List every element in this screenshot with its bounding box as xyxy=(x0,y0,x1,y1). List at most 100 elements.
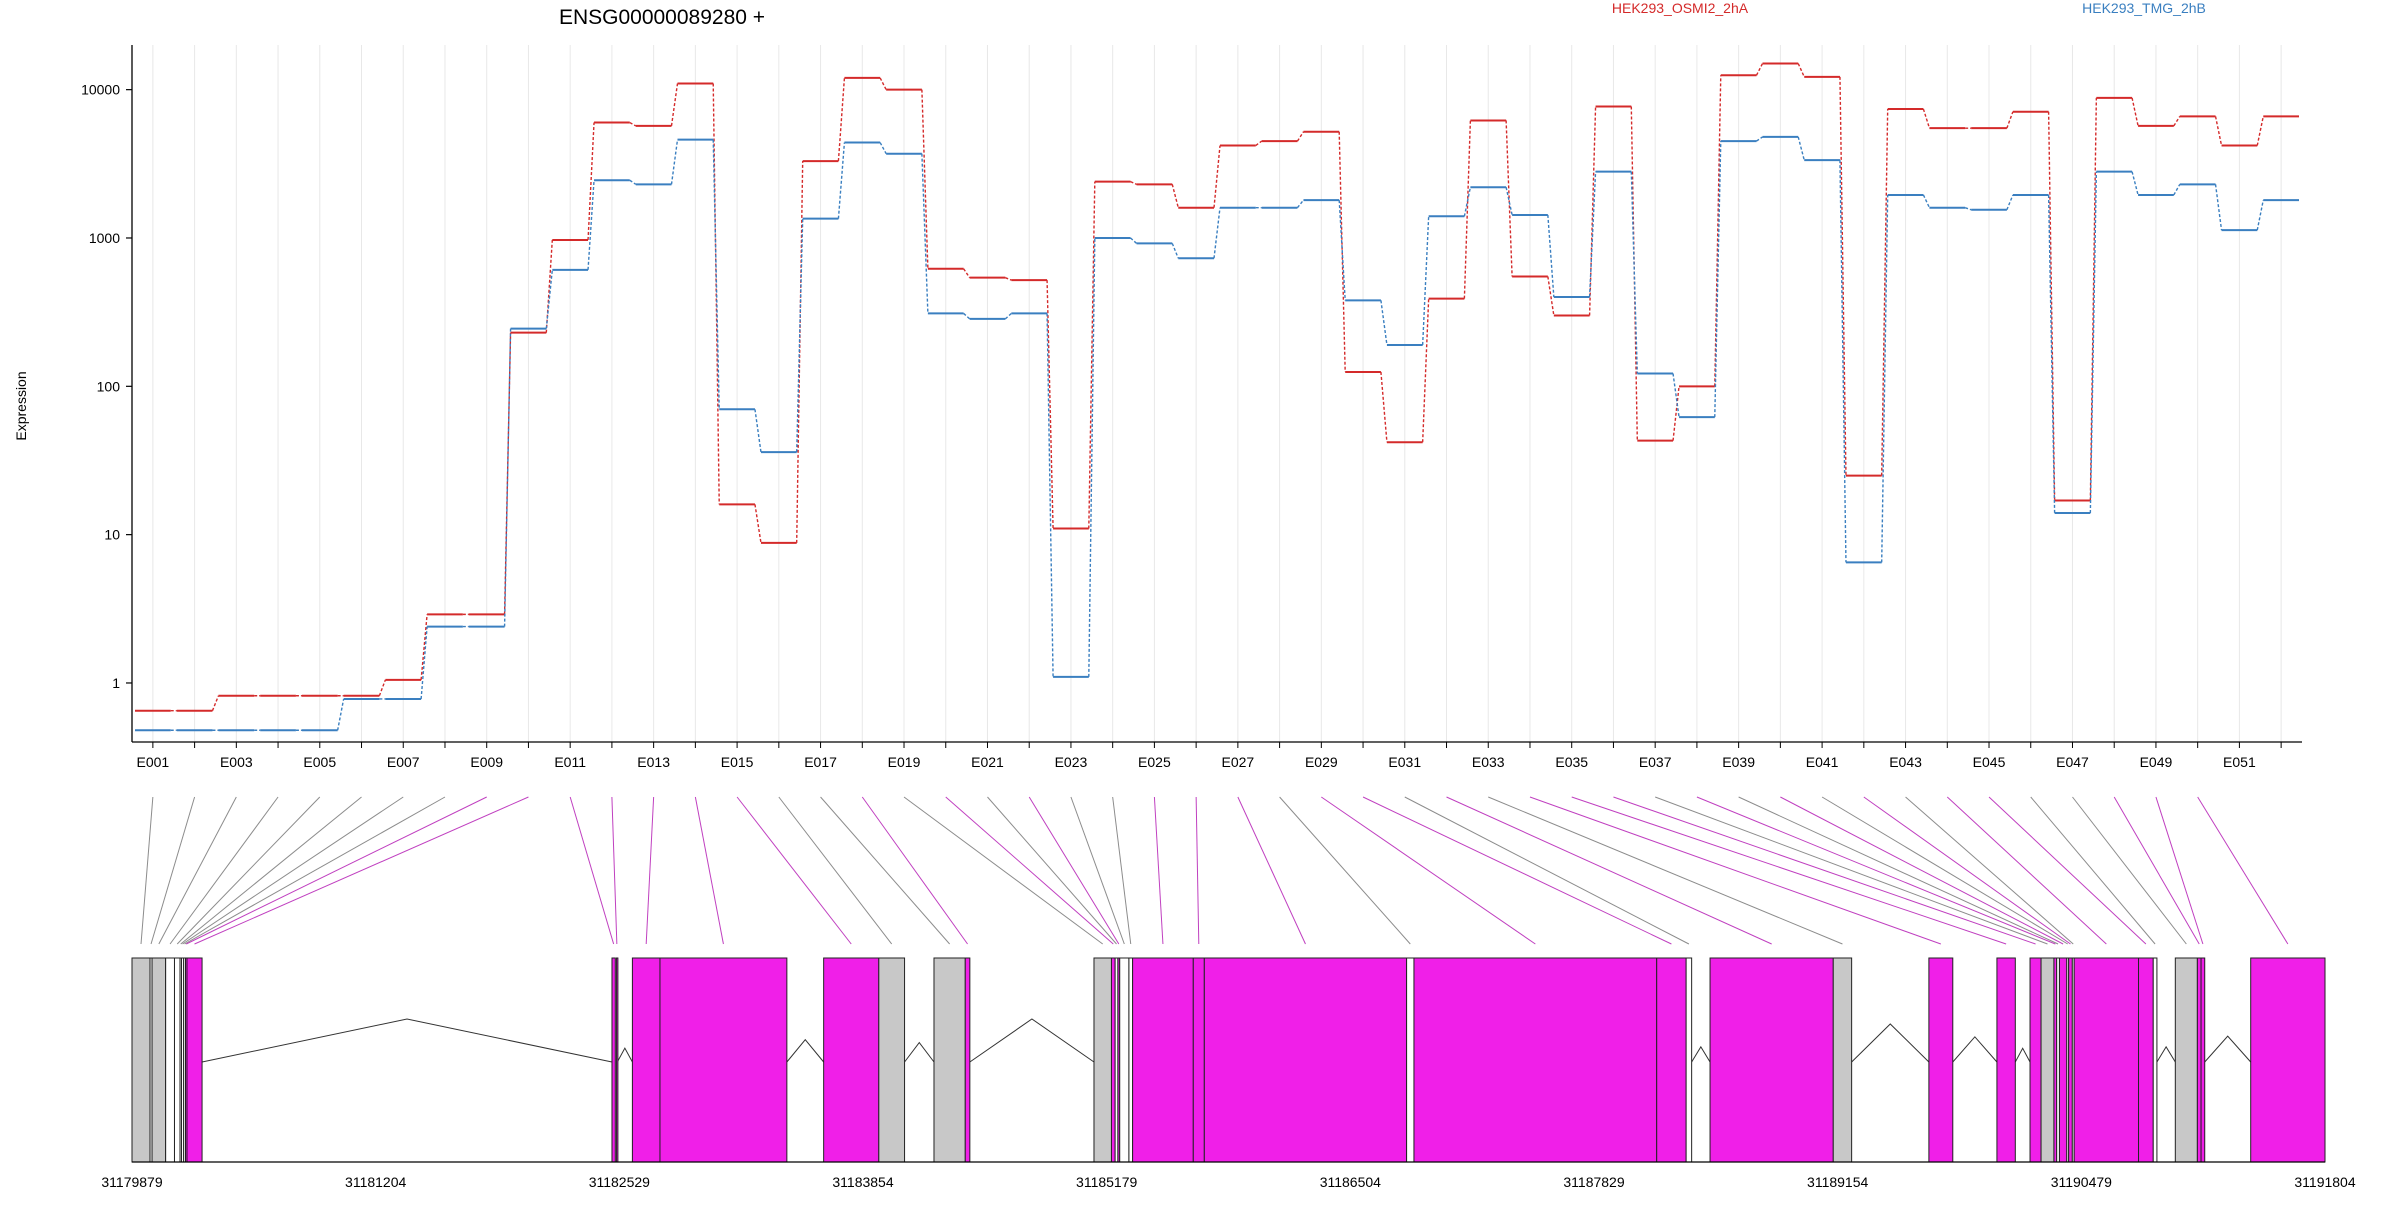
series-0-step-E039 xyxy=(1755,63,1764,76)
exon-box-31 xyxy=(1685,957,1693,1163)
series-1-step-E026 xyxy=(1213,207,1221,259)
series-0-step-E023 xyxy=(1088,181,1096,529)
connector-E032 xyxy=(1446,796,1772,945)
series-1-step-E012 xyxy=(629,179,637,185)
series-1-step-E023 xyxy=(1088,237,1096,677)
x-tick-label-E015: E015 xyxy=(721,754,754,770)
x-tick-label-E009: E009 xyxy=(470,754,503,770)
series-0-step-E050 xyxy=(2214,116,2223,146)
connector-E017 xyxy=(820,796,950,945)
exon-box-18 xyxy=(964,957,971,1163)
series-0-step-E048 xyxy=(2131,97,2139,127)
x-tick-label-E041: E041 xyxy=(1806,754,1839,770)
series-1-step-E024 xyxy=(1130,237,1138,244)
x-tick-label-E005: E005 xyxy=(303,754,336,770)
series-0-step-E047 xyxy=(2089,97,2098,501)
series-1-step-E021 xyxy=(1004,312,1012,320)
series-1-step-E044 xyxy=(1964,207,1972,211)
x-tick-label-E025: E025 xyxy=(1138,754,1171,770)
exon-box-1 xyxy=(131,957,151,1163)
exon-box-24 xyxy=(1128,957,1134,1163)
connector-E020 xyxy=(945,796,1114,945)
x-tick-label-E047: E047 xyxy=(2056,754,2089,770)
connector-E004 xyxy=(169,796,279,945)
x-tick-label-E031: E031 xyxy=(1388,754,1421,770)
connector-E048 xyxy=(2113,796,2200,945)
exon-box-29 xyxy=(1413,957,1658,1163)
x-tick-label-E001: E001 xyxy=(137,754,170,770)
x-tick-label-E051: E051 xyxy=(2223,754,2256,770)
exon-box-46 xyxy=(2152,957,2158,1163)
exon-box-33 xyxy=(1832,957,1853,1163)
connector-layer xyxy=(140,796,2289,945)
connector-E040 xyxy=(1780,796,2064,945)
series-0-step-E028 xyxy=(1296,131,1305,142)
exon-box-14 xyxy=(659,957,788,1163)
connector-E030 xyxy=(1362,796,1672,945)
series-0-step-E043 xyxy=(1922,108,1931,129)
y-tick-label-10000: 10000 xyxy=(81,82,120,98)
series-1-step-E016 xyxy=(795,218,804,453)
series-0-step-E033 xyxy=(1505,120,1513,277)
exon-box-23 xyxy=(1119,957,1130,1163)
series-0-step-E026 xyxy=(1213,145,1221,208)
connector-E009 xyxy=(186,796,487,945)
series-1-step-E041 xyxy=(1839,160,1847,563)
x-tick-label-E019: E019 xyxy=(888,754,921,770)
connector-E002 xyxy=(150,796,196,945)
exon-box-13 xyxy=(631,957,661,1163)
series-1-step-E051 xyxy=(2256,199,2264,231)
exon-box-25 xyxy=(1132,957,1194,1163)
series-1-step-E014 xyxy=(712,139,720,410)
x-tick-label-E043: E043 xyxy=(1889,754,1922,770)
x-tick-label-E039: E039 xyxy=(1722,754,1755,770)
series-0-step-E010 xyxy=(545,239,554,333)
connector-E018 xyxy=(861,796,968,945)
x-tick-label-E027: E027 xyxy=(1222,754,1255,770)
connector-E024 xyxy=(1112,796,1132,945)
series-1-step-E035 xyxy=(1588,171,1597,298)
series-0-step-E020 xyxy=(963,268,971,279)
series-0-step-E049 xyxy=(2173,116,2181,127)
series-0-step-E021 xyxy=(1005,277,1012,281)
series-1-step-E034 xyxy=(1547,214,1555,298)
y-axis-label: Expression xyxy=(13,371,29,440)
y-tick-label-1000: 1000 xyxy=(89,230,120,246)
series-0-step-E051 xyxy=(2256,116,2264,146)
exon-box-49 xyxy=(2200,957,2206,1163)
x-tick-label-E021: E021 xyxy=(971,754,1004,770)
series-1-step-E020 xyxy=(963,312,971,320)
series-1-step-E025 xyxy=(1171,243,1179,259)
x-tick-label-E029: E029 xyxy=(1305,754,1338,770)
exon-box-40 xyxy=(2058,957,2068,1163)
genomic-tick-label-31183854: 31183854 xyxy=(832,1174,893,1190)
series-0-step-E017 xyxy=(837,77,846,162)
x-tick-label-E003: E003 xyxy=(220,754,253,770)
connector-E019 xyxy=(903,796,1104,945)
series-0-step-E037 xyxy=(1672,386,1680,441)
exon-box-15 xyxy=(823,957,880,1163)
series-1-step-E037 xyxy=(1672,373,1680,418)
connector-E027 xyxy=(1237,796,1306,945)
connector-E005 xyxy=(176,796,321,945)
intron-31 xyxy=(1691,1045,1711,1063)
series-0-step-E024 xyxy=(1130,180,1137,185)
connector-E010 xyxy=(194,796,529,945)
connector-E011 xyxy=(569,796,615,945)
series-0-step-E006 xyxy=(378,679,387,697)
connector-E001 xyxy=(140,796,154,945)
exon-box-4 xyxy=(165,957,175,1163)
exon-box-45 xyxy=(2138,957,2154,1163)
connector-E045 xyxy=(1988,796,2147,945)
connector-E047 xyxy=(2072,796,2187,945)
exon-box-10 xyxy=(186,957,203,1163)
connector-E021 xyxy=(987,796,1117,945)
series-1-step-E038 xyxy=(1714,141,1722,418)
exon-box-48 xyxy=(2196,957,2202,1163)
series-1-step-E013 xyxy=(670,139,679,185)
exon-box-42 xyxy=(2068,957,2073,1163)
x-tick-label-E023: E023 xyxy=(1055,754,1088,770)
series-0-step-E002 xyxy=(211,695,220,711)
connector-E033 xyxy=(1488,796,1843,945)
